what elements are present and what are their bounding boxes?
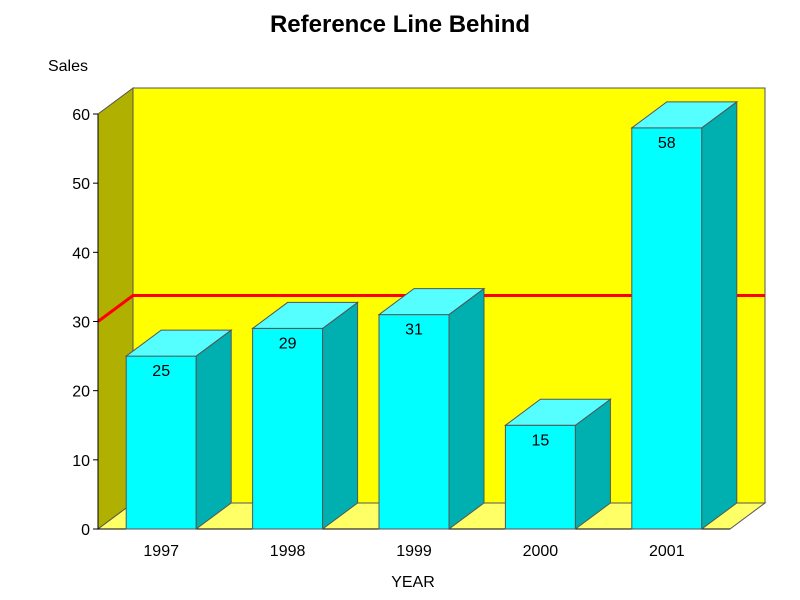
x-axis-label: YEAR bbox=[391, 574, 435, 591]
y-tick-label: 20 bbox=[72, 384, 90, 401]
data-label: 58 bbox=[658, 135, 676, 152]
bar-top bbox=[630, 101, 739, 129]
y-tick-label: 60 bbox=[72, 107, 90, 124]
y-axis-label: Sales bbox=[48, 58, 88, 75]
data-label: 15 bbox=[532, 432, 550, 449]
y-tick-label: 0 bbox=[81, 522, 90, 539]
x-tick-label: 1998 bbox=[270, 543, 306, 560]
x-tick-label: 2000 bbox=[523, 543, 559, 560]
bar-top bbox=[251, 301, 360, 329]
bar-side bbox=[701, 100, 738, 530]
bar bbox=[378, 314, 450, 530]
y-tick-label: 50 bbox=[72, 176, 90, 193]
bar-side bbox=[448, 287, 485, 530]
bar-top bbox=[377, 288, 486, 316]
y-tick-label: 40 bbox=[72, 245, 90, 262]
y-tick-label: 10 bbox=[72, 453, 90, 470]
bar-side bbox=[195, 329, 232, 530]
data-label: 25 bbox=[152, 363, 170, 380]
reference-line bbox=[97, 294, 765, 323]
bar bbox=[631, 127, 703, 530]
data-label: 29 bbox=[279, 335, 297, 352]
x-tick-label: 1999 bbox=[396, 543, 432, 560]
y-tick-label: 30 bbox=[72, 315, 90, 332]
data-label: 31 bbox=[405, 322, 423, 339]
x-tick-label: 2001 bbox=[649, 543, 685, 560]
x-tick-label: 1997 bbox=[143, 543, 179, 560]
bar-top bbox=[503, 398, 612, 426]
bar bbox=[504, 424, 576, 530]
chart-title: Reference Line Behind bbox=[270, 11, 530, 38]
bar bbox=[252, 327, 324, 530]
bar bbox=[125, 355, 197, 530]
bar-top bbox=[124, 329, 233, 357]
bar-side bbox=[322, 301, 359, 530]
